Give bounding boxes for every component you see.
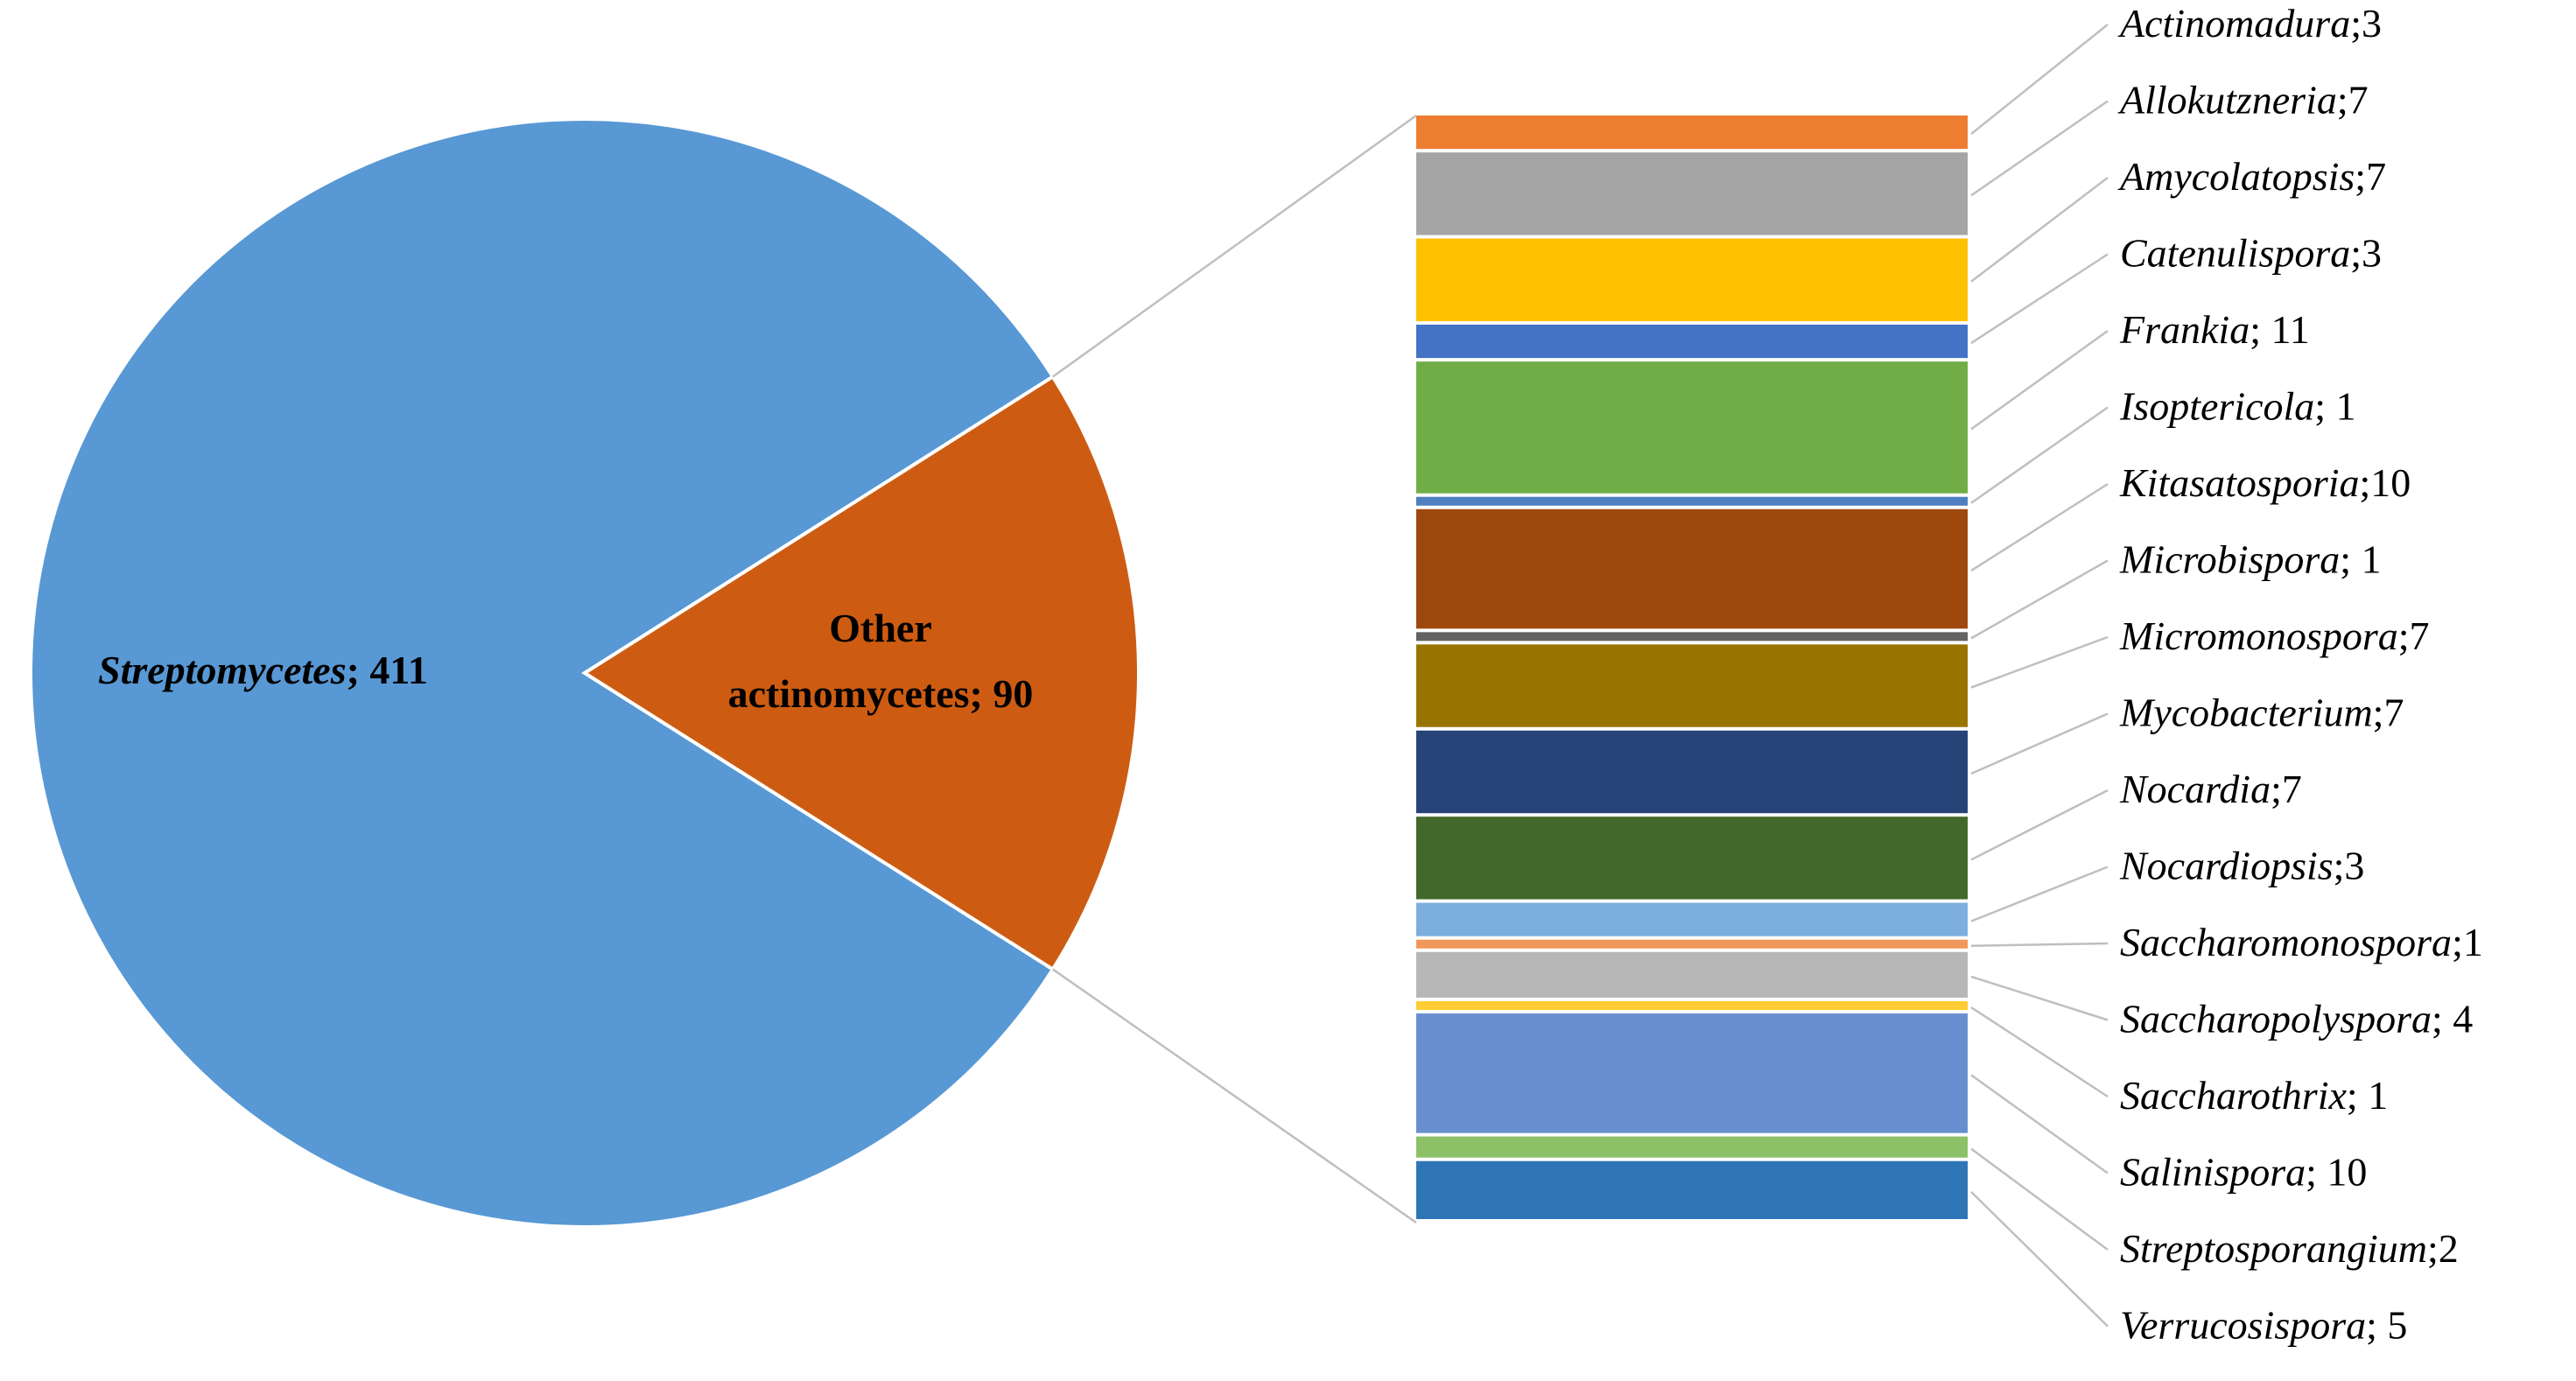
connector-top — [1052, 114, 1417, 378]
leader-line-isoptericola — [1970, 406, 2109, 504]
bar-label-amycolatopsis: Amycolatopsis;7 — [2117, 154, 2386, 199]
bar-segment-nocardiopsis — [1416, 902, 1968, 936]
bar-segment-saccharothrix — [1416, 1001, 1968, 1011]
leader-line-saccharomonospora — [1970, 942, 2109, 947]
bar-segment-kitasatosporia — [1416, 508, 1968, 629]
pie-slice-other-actinomycetes — [581, 374, 1141, 972]
bar-segment-frankia — [1416, 361, 1968, 494]
bar-label-frankia: Frankia; 11 — [2119, 307, 2310, 352]
bar-segment-nocardia — [1416, 817, 1968, 900]
leader-line-saccharopolyspora — [1970, 975, 2109, 1021]
pie-to-bar-connectors — [1052, 114, 1417, 1224]
leader-line-streptosporangium — [1970, 1147, 2109, 1251]
bar-label-catenulispora: Catenulispora;3 — [2120, 231, 2382, 276]
bar-label-nocardia: Nocardia;7 — [2119, 767, 2302, 811]
bar-label-verrucosispora: Verrucosispora; 5 — [2120, 1303, 2407, 1348]
pie-slice-streptomycetes — [28, 117, 1056, 1229]
bar-segment-mycobacterium — [1416, 730, 1968, 814]
leader-line-microbispora — [1970, 559, 2109, 640]
bar-label-saccharothrix: Saccharothrix; 1 — [2120, 1073, 2388, 1118]
bar-segment-isoptericola — [1416, 496, 1968, 506]
bar-label-kitasatosporia: Kitasatosporia;10 — [2119, 460, 2411, 505]
bar-label-streptosporangium: Streptosporangium;2 — [2120, 1226, 2459, 1271]
bar-label-salinispora: Salinispora; 10 — [2120, 1150, 2367, 1195]
leader-line-saccharothrix — [1970, 1006, 2109, 1098]
leader-line-catenulispora — [1970, 253, 2109, 345]
bar-label-isoptericola: Isoptericola; 1 — [2119, 384, 2356, 429]
bar-segment-allokutzneria — [1416, 152, 1968, 235]
leader-line-nocardiopsis — [1970, 866, 2109, 922]
bar-label-micromonospora: Micromonospora;7 — [2119, 613, 2430, 658]
bar-label-mycobacterium: Mycobacterium;7 — [2119, 690, 2404, 735]
leader-line-micromonospora — [1970, 635, 2109, 689]
bar-segment-micromonospora — [1416, 644, 1968, 727]
leader-line-nocardia — [1970, 789, 2109, 861]
connector-bottom — [1052, 968, 1417, 1224]
stacked-bar-group — [1416, 116, 1968, 1219]
bar-segment-salinispora — [1416, 1013, 1968, 1133]
pie-label-other-actinomycetes: Other actinomycetes; 90 — [728, 606, 1034, 716]
bar-label-microbispora: Microbispora; 1 — [2119, 537, 2382, 582]
pie-label-streptomycetes: Streptomycetes; 411 — [98, 648, 428, 692]
leader-line-salinispora — [1970, 1074, 2109, 1174]
bar-labels-group: Actinomadura;3 Allokutzneria;7 Amycolatops… — [2117, 1, 2483, 1348]
pie-group: Streptomycetes; 411 Other actinomycetes; 9… — [28, 117, 1141, 1229]
bar-segment-streptosporangium — [1416, 1136, 1968, 1158]
leader-line-actinomadura — [1970, 24, 2109, 136]
bar-segment-verrucosispora — [1416, 1160, 1968, 1219]
bar-label-saccharopolyspora: Saccharopolyspora; 4 — [2120, 997, 2473, 1041]
bar-label-actinomadura: Actinomadura;3 — [2117, 1, 2382, 46]
bar-segment-microbispora — [1416, 632, 1968, 641]
bar-label-saccharomonospora: Saccharomonospora;1 — [2120, 920, 2483, 964]
bar-label-nocardiopsis: Nocardiopsis;3 — [2119, 844, 2364, 888]
leader-line-verrucosispora — [1970, 1190, 2109, 1328]
leader-line-amycolatopsis — [1970, 177, 2109, 283]
leader-lines-group — [1970, 24, 2109, 1328]
bar-segment-saccharopolyspora — [1416, 951, 1968, 998]
leader-line-allokutzneria — [1970, 100, 2109, 197]
bar-segment-amycolatopsis — [1416, 238, 1968, 321]
leader-line-kitasatosporia — [1970, 482, 2109, 572]
bar-label-allokutzneria: Allokutzneria;7 — [2117, 78, 2369, 123]
bar-segment-saccharomonospora — [1416, 939, 1968, 949]
leader-line-mycobacterium — [1970, 712, 2109, 775]
leader-line-frankia — [1970, 329, 2109, 431]
bar-segment-actinomadura — [1416, 116, 1968, 150]
bar-segment-catenulispora — [1416, 324, 1968, 359]
